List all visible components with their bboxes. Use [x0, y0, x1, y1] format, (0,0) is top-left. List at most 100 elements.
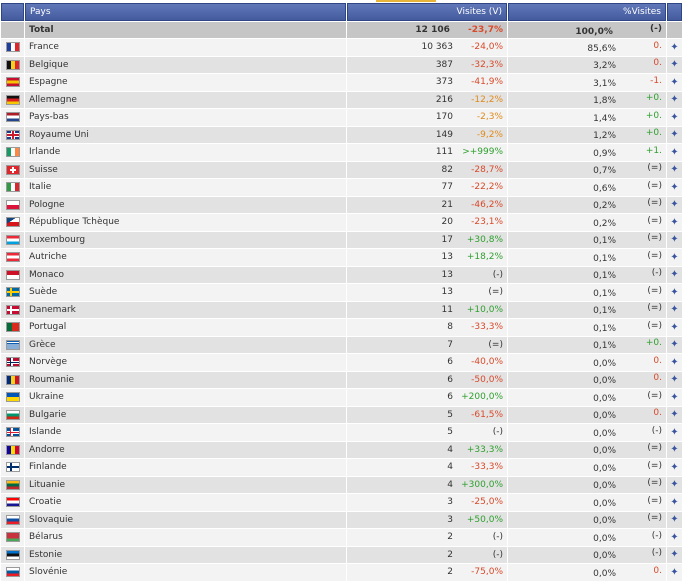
- country-name[interactable]: Bulgarie: [25, 406, 346, 423]
- country-name[interactable]: Autriche: [25, 249, 346, 266]
- country-name[interactable]: Ukraine: [25, 389, 346, 406]
- table-row[interactable]: Irlande 111 >+999% 0,9% +1. ✦: [1, 144, 682, 161]
- expand-row-icon[interactable]: ✦: [667, 424, 682, 441]
- flag-cell: [1, 529, 24, 546]
- expand-row-icon[interactable]: ✦: [667, 371, 682, 388]
- country-name[interactable]: Slovénie: [25, 564, 346, 581]
- table-row[interactable]: Pays-bas 170 -2,3% 1,4% +0. ✦: [1, 109, 682, 126]
- expand-row-icon[interactable]: ✦: [667, 39, 682, 56]
- country-name[interactable]: Portugal: [25, 319, 346, 336]
- country-name[interactable]: Italie: [25, 179, 346, 196]
- country-name[interactable]: Andorre: [25, 441, 346, 458]
- expand-row-icon[interactable]: ✦: [667, 564, 682, 581]
- country-name[interactable]: Islande: [25, 424, 346, 441]
- expand-row-icon[interactable]: ✦: [667, 266, 682, 283]
- table-row[interactable]: Grèce 7 (=) 0,1% +0. ✦: [1, 336, 682, 353]
- expand-row-icon[interactable]: ✦: [667, 301, 682, 318]
- table-row[interactable]: Croatie 3 -25,0% 0,0% (=) ✦: [1, 494, 682, 511]
- expand-row-icon[interactable]: ✦: [667, 109, 682, 126]
- visits-count: 387: [435, 59, 453, 70]
- country-name[interactable]: Suisse: [25, 161, 346, 178]
- table-row[interactable]: Bélarus 2 (-) 0,0% (-) ✦: [1, 529, 682, 546]
- expand-row-icon[interactable]: ✦: [667, 196, 682, 213]
- country-name[interactable]: Espagne: [25, 74, 346, 91]
- table-row[interactable]: Autriche 13 +18,2% 0,1% (=) ✦: [1, 249, 682, 266]
- country-name[interactable]: Luxembourg: [25, 231, 346, 248]
- table-row[interactable]: Slovénie 2 -75,0% 0,0% 0. ✦: [1, 564, 682, 581]
- header-percent-visits[interactable]: %Visites: [508, 3, 666, 21]
- header-visits[interactable]: Visites (V): [347, 3, 507, 21]
- table-row[interactable]: Italie 77 -22,2% 0,6% (=) ✦: [1, 179, 682, 196]
- percent-cell: 0,0% 0.: [508, 371, 666, 388]
- country-name[interactable]: Grèce: [25, 336, 346, 353]
- table-row[interactable]: Finlande 4 -33,3% 0,0% (=) ✦: [1, 459, 682, 476]
- table-row[interactable]: Royaume Uni 149 -9,2% 1,2% +0. ✦: [1, 126, 682, 143]
- table-row[interactable]: Norvège 6 -40,0% 0,0% 0. ✦: [1, 354, 682, 371]
- table-row[interactable]: Danemark 11 +10,0% 0,1% (=) ✦: [1, 301, 682, 318]
- country-name[interactable]: France: [25, 39, 346, 56]
- expand-row-icon[interactable]: ✦: [667, 459, 682, 476]
- table-row[interactable]: Espagne 373 -41,9% 3,1% -1. ✦: [1, 74, 682, 91]
- table-row[interactable]: Islande 5 (-) 0,0% (-) ✦: [1, 424, 682, 441]
- expand-row-icon[interactable]: ✦: [667, 441, 682, 458]
- expand-row-icon[interactable]: ✦: [667, 249, 682, 266]
- expand-row-icon[interactable]: ✦: [667, 56, 682, 73]
- country-name[interactable]: Pays-bas: [25, 109, 346, 126]
- country-name[interactable]: Belgique: [25, 56, 346, 73]
- country-name[interactable]: Lituanie: [25, 476, 346, 493]
- table-row[interactable]: Luxembourg 17 +30,8% 0,1% (=) ✦: [1, 231, 682, 248]
- country-name[interactable]: Royaume Uni: [25, 126, 346, 143]
- table-row[interactable]: France 10 363 -24,0% 85,6% 0. ✦: [1, 39, 682, 56]
- table-row[interactable]: Lituanie 4 +300,0% 0,0% (=) ✦: [1, 476, 682, 493]
- country-name[interactable]: Estonie: [25, 546, 346, 563]
- expand-row-icon[interactable]: ✦: [667, 74, 682, 91]
- expand-row-icon[interactable]: ✦: [667, 546, 682, 563]
- expand-row-icon[interactable]: ✦: [667, 179, 682, 196]
- expand-row-icon[interactable]: ✦: [667, 406, 682, 423]
- country-name[interactable]: Slovaquie: [25, 511, 346, 528]
- country-name[interactable]: Croatie: [25, 494, 346, 511]
- expand-row-icon[interactable]: ✦: [667, 161, 682, 178]
- table-row[interactable]: Andorre 4 +33,3% 0,0% (=) ✦: [1, 441, 682, 458]
- country-name[interactable]: Irlande: [25, 144, 346, 161]
- expand-row-icon[interactable]: ✦: [667, 144, 682, 161]
- country-name[interactable]: Bélarus: [25, 529, 346, 546]
- country-name[interactable]: Danemark: [25, 301, 346, 318]
- expand-row-icon[interactable]: ✦: [667, 494, 682, 511]
- table-row[interactable]: Estonie 2 (-) 0,0% (-) ✦: [1, 546, 682, 563]
- expand-row-icon[interactable]: ✦: [667, 284, 682, 301]
- expand-row-icon[interactable]: ✦: [667, 511, 682, 528]
- table-row[interactable]: Pologne 21 -46,2% 0,2% (=) ✦: [1, 196, 682, 213]
- country-name[interactable]: République Tchèque: [25, 214, 346, 231]
- expand-row-icon[interactable]: ✦: [667, 354, 682, 371]
- table-row[interactable]: Roumanie 6 -50,0% 0,0% 0. ✦: [1, 371, 682, 388]
- country-name[interactable]: Pologne: [25, 196, 346, 213]
- expand-row-icon[interactable]: ✦: [667, 214, 682, 231]
- country-name[interactable]: Roumanie: [25, 371, 346, 388]
- table-row[interactable]: Belgique 387 -32,3% 3,2% 0. ✦: [1, 56, 682, 73]
- visits-evolution: -33,3%: [471, 462, 503, 473]
- country-name[interactable]: Monaco: [25, 266, 346, 283]
- expand-row-icon[interactable]: ✦: [667, 529, 682, 546]
- expand-row-icon[interactable]: ✦: [667, 231, 682, 248]
- expand-row-icon[interactable]: ✦: [667, 389, 682, 406]
- expand-row-icon[interactable]: ✦: [667, 126, 682, 143]
- expand-row-icon[interactable]: ✦: [667, 319, 682, 336]
- table-row[interactable]: Allemagne 216 -12,2% 1,8% +0. ✦: [1, 91, 682, 108]
- country-name[interactable]: Norvège: [25, 354, 346, 371]
- table-row[interactable]: Ukraine 6 +200,0% 0,0% (=) ✦: [1, 389, 682, 406]
- table-row[interactable]: Portugal 8 -33,3% 0,1% (=) ✦: [1, 319, 682, 336]
- expand-row-icon[interactable]: ✦: [667, 476, 682, 493]
- country-name[interactable]: Finlande: [25, 459, 346, 476]
- country-name[interactable]: Allemagne: [25, 91, 346, 108]
- table-row[interactable]: Suisse 82 -28,7% 0,7% (=) ✦: [1, 161, 682, 178]
- table-row[interactable]: Slovaquie 3 +50,0% 0,0% (=) ✦: [1, 511, 682, 528]
- header-country[interactable]: Pays: [25, 3, 346, 21]
- expand-row-icon[interactable]: ✦: [667, 336, 682, 353]
- table-row[interactable]: République Tchèque 20 -23,1% 0,2% (=) ✦: [1, 214, 682, 231]
- table-row[interactable]: Monaco 13 (-) 0,1% (-) ✦: [1, 266, 682, 283]
- country-name[interactable]: Suède: [25, 284, 346, 301]
- table-row[interactable]: Suède 13 (=) 0,1% (=) ✦: [1, 284, 682, 301]
- expand-row-icon[interactable]: ✦: [667, 91, 682, 108]
- table-row[interactable]: Bulgarie 5 -61,5% 0,0% 0. ✦: [1, 406, 682, 423]
